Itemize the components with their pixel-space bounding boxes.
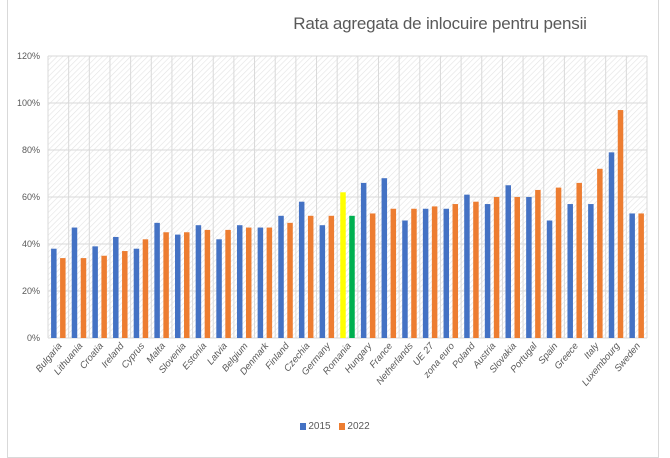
bar-spain-2015 [546,220,553,338]
gridlines [47,55,648,339]
bar-slovakia-2015 [505,185,511,338]
bar-germany-2022 [328,215,335,338]
bar-slovakia-2022 [514,197,520,338]
y-tick-label: 100% [17,98,40,108]
y-tick-label: 60% [22,192,40,202]
bar-cyprus-2022 [142,239,149,338]
bar-estonia-2015 [195,225,202,338]
y-axis: 0% 20% 40% 60% 80% 100% 120% [17,51,40,343]
bar-zona-euro-2015 [443,208,450,338]
bar-netherlands-2022 [411,208,417,338]
bar-france-2015 [381,178,388,338]
bar-zona-euro-2022 [452,204,459,338]
bar-finland-2015 [278,215,284,338]
bar-bulgaria-2015 [51,248,57,338]
bar-belgium-2022 [245,227,252,338]
bar-italy-2015 [588,204,594,338]
chart-title: Rata agregata de inlocuire pentru pensii [293,14,587,33]
bar-belgium-2015 [236,225,243,338]
bar-hungary-2022 [369,213,376,338]
x-tick-label: Cyprus [119,341,147,371]
bar-spain-2022 [555,187,562,338]
bar-finland-2022 [287,222,293,338]
bar-bulgaria-2022 [60,258,66,338]
bar-denmark-2022 [266,227,273,338]
bar-cyprus-2015 [133,248,140,338]
bar-slovenia-2022 [184,232,190,338]
x-axis: BulgariaLithuaniaCroatiaIrelandCyprusMal… [34,340,643,388]
legend-label-2015: 2015 [308,421,331,432]
bar-slovenia-2015 [175,234,181,338]
legend-swatch-2022 [339,423,346,430]
bar-ireland-2015 [113,236,119,338]
bar-france-2022 [390,208,397,338]
bar-luxembourg-2022 [617,110,624,338]
bar-chart: 0% 20% 40% 60% 80% 100% 120% BulgariaLithuania… [17,51,648,388]
y-tick-label: 120% [17,51,40,61]
bar-sweden-2015 [629,213,635,338]
bar-ue-27-2022 [431,206,438,338]
y-tick-label: 0% [27,333,40,343]
bar-czechia-2022 [307,215,314,338]
legend-swatch-2015 [300,423,307,430]
y-tick-label: 20% [22,286,40,296]
bar-italy-2022 [597,168,603,338]
legend-label-2022: 2022 [347,421,370,432]
bar-germany-2015 [319,225,326,338]
bar-latvia-2015 [216,239,222,338]
bar-romania-2015 [340,192,346,338]
bar-sweden-2022 [638,213,644,338]
bar-romania-2022 [349,215,355,338]
bar-denmark-2015 [257,227,264,338]
bar-ue-27-2015 [422,208,429,338]
bar-estonia-2022 [204,229,211,338]
bar-greece-2015 [567,204,573,338]
bar-lithuania-2015 [71,227,78,338]
bar-portugal-2015 [526,197,532,338]
legend: 2015 2022 [0,421,670,433]
bar-netherlands-2015 [402,220,408,338]
bar-hungary-2015 [360,182,367,338]
bar-malta-2022 [163,232,169,338]
bar-ireland-2022 [122,251,128,338]
bar-croatia-2022 [101,255,107,338]
bar-malta-2015 [154,222,160,338]
legend-item-2015: 2015 [300,421,331,432]
bar-portugal-2022 [535,189,541,338]
bar-austria-2022 [493,197,500,338]
y-tick-label: 80% [22,145,40,155]
bar-latvia-2022 [225,229,231,338]
bar-greece-2022 [576,182,582,338]
legend-item-2022: 2022 [339,421,370,432]
bar-poland-2022 [473,201,479,338]
bar-lithuania-2022 [80,258,87,338]
y-tick-label: 40% [22,239,40,249]
bar-czechia-2015 [298,201,305,338]
bar-croatia-2015 [92,246,98,338]
bar-austria-2015 [484,204,491,338]
bar-poland-2015 [464,194,470,338]
bar-luxembourg-2015 [608,152,615,338]
bars [51,110,644,338]
